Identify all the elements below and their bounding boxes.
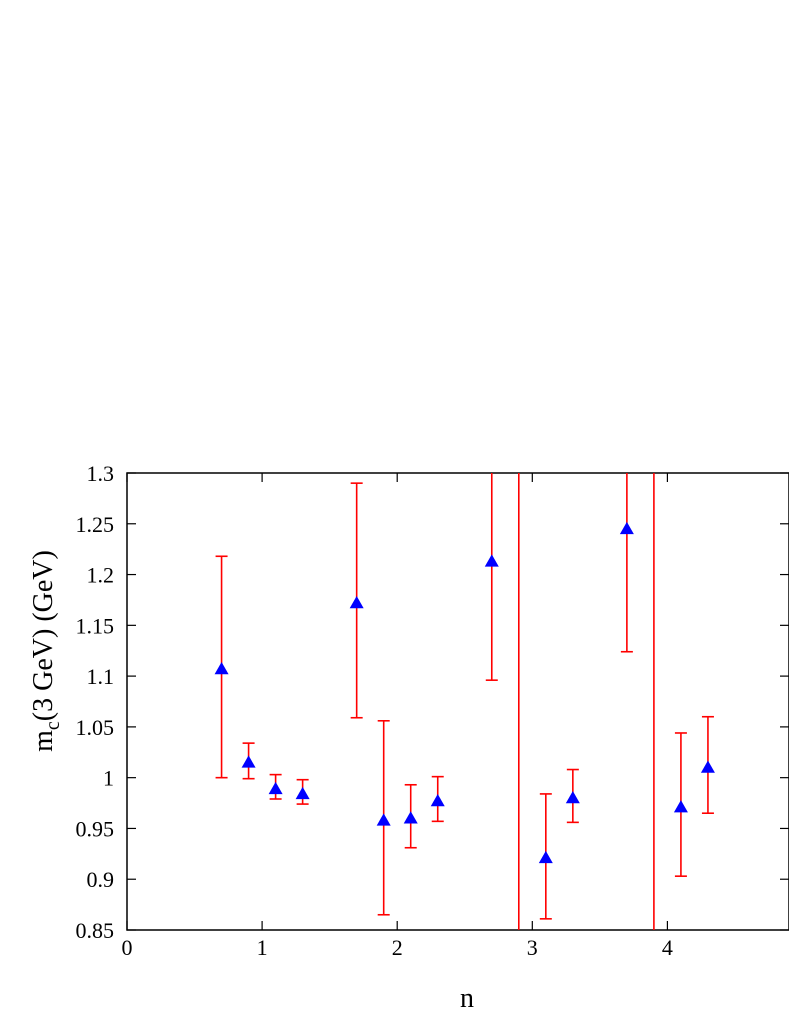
data-point-triangle xyxy=(376,813,391,826)
data-point-triangle xyxy=(403,811,418,824)
error-bars xyxy=(215,473,714,930)
data-point-triangle xyxy=(268,781,283,795)
data-point-triangle xyxy=(241,755,256,768)
data-point-triangle xyxy=(484,554,499,567)
data-point-triangle xyxy=(673,800,688,813)
x-tick-label: 3 xyxy=(527,935,538,960)
data-point-triangle xyxy=(619,521,634,535)
x-tick-label: 2 xyxy=(392,935,403,960)
data-point-triangle xyxy=(700,760,715,773)
y-tick-label: 0.95 xyxy=(76,816,115,841)
y-tick-label: 1.2 xyxy=(87,563,115,588)
data-point-triangle xyxy=(565,790,580,804)
data-markers xyxy=(214,521,715,864)
x-tick-label: 0 xyxy=(122,935,133,960)
x-tick-labels: 0 1 2 3 4 xyxy=(122,935,673,960)
data-point-triangle xyxy=(349,595,364,609)
y-tick-labels: 0.85 0.9 0.95 1 1.05 1.1 1.15 1.2 1.25 1.3 xyxy=(76,461,115,943)
data-point-triangle xyxy=(295,786,310,800)
y-axis-title: mc(3 GeV) (GeV) xyxy=(28,550,64,752)
data-point-triangle xyxy=(538,850,553,864)
y-axis-title-prefix: m xyxy=(28,730,59,752)
y-tick-label: 1.1 xyxy=(87,664,115,689)
y-axis-title-suffix: (3 GeV) (GeV) xyxy=(28,550,59,721)
y-tick-label: 1.05 xyxy=(76,715,115,740)
y-tick-label: 1.25 xyxy=(76,512,115,537)
x-tick-label: 4 xyxy=(662,935,673,960)
plot-border xyxy=(126,472,789,931)
data-point-triangle xyxy=(430,794,445,807)
data-point-triangle xyxy=(214,662,229,675)
y-tick-label: 0.9 xyxy=(87,867,115,892)
y-tick-label: 1.15 xyxy=(76,613,115,638)
x-tick-label: 1 xyxy=(257,935,268,960)
x-axis-title: n xyxy=(460,983,474,1014)
y-tick-label: 0.85 xyxy=(76,918,115,943)
plot-frame xyxy=(126,472,789,931)
y-tick-label: 1.3 xyxy=(87,461,115,486)
y-axis-title-subscript: c xyxy=(42,721,64,730)
y-tick-label: 1 xyxy=(103,766,114,791)
axis-ticks xyxy=(126,472,789,931)
